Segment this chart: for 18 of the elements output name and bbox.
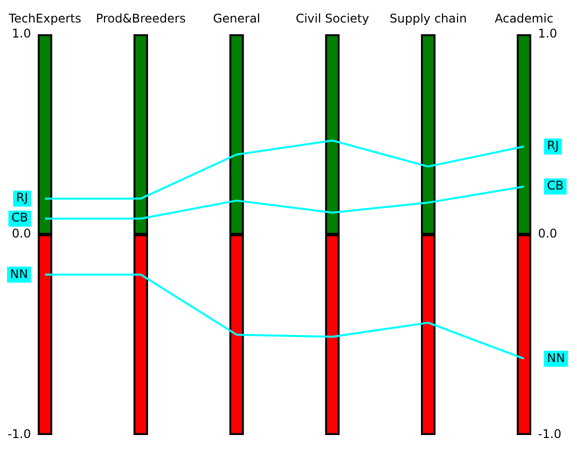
- x-tick-label: TechExperts: [8, 11, 82, 26]
- x-tick-label: Prod&Breeders: [96, 11, 186, 26]
- text: NN: [547, 350, 565, 365]
- y-tick-label: 0.0: [12, 226, 31, 241]
- series-label: NN: [10, 266, 28, 281]
- y-tick-label: 1.0: [12, 26, 31, 41]
- y2-tick-label: 1.0: [538, 26, 558, 41]
- x-tick-label: General: [212, 11, 260, 26]
- series-label: RJ: [16, 190, 28, 205]
- y2-tick-label: -1.0: [538, 426, 562, 441]
- text: RJ: [547, 138, 559, 153]
- x-tick-label: Civil Society: [296, 11, 370, 26]
- x-tick-label: Supply chain: [390, 11, 467, 26]
- y2-tick-label: 0.0: [538, 226, 558, 241]
- x-tick-label: Academic: [494, 11, 554, 26]
- y-tick-label: -1.0: [8, 426, 31, 441]
- text: CB: [547, 178, 564, 193]
- legend-label: CB: [11, 210, 28, 225]
